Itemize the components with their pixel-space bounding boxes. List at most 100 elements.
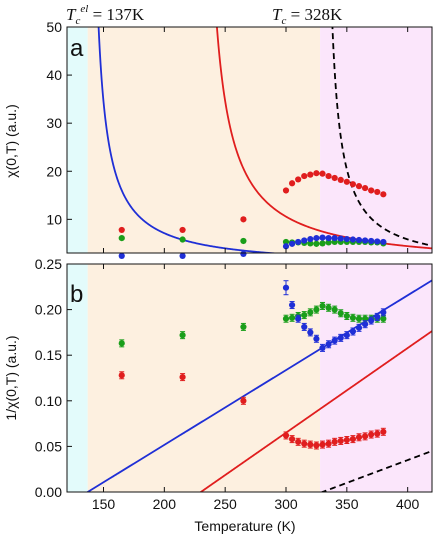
data-point <box>295 438 302 445</box>
data-point <box>374 188 381 196</box>
tc-value: = 328K <box>286 5 343 24</box>
phase-region-2 <box>320 264 432 492</box>
panel-a-x-ticks <box>103 27 409 253</box>
data-point <box>343 235 350 243</box>
data-point <box>307 329 314 336</box>
y-tick-label: 0.10 <box>35 393 62 409</box>
model-curve-2 <box>331 27 432 247</box>
model-curve-1 <box>199 330 432 492</box>
data-point <box>240 397 247 404</box>
data-point <box>368 431 375 438</box>
data-point <box>313 335 320 342</box>
data-point <box>343 436 350 444</box>
tc-el-annotation: Tcel = 137K <box>66 3 145 27</box>
data-point <box>349 181 357 188</box>
data-point <box>313 170 320 177</box>
data-point <box>118 340 125 347</box>
data-point <box>331 234 338 242</box>
data-point <box>313 442 320 449</box>
data-point <box>295 238 302 246</box>
data-point <box>331 174 338 182</box>
data-point <box>374 238 381 245</box>
data-point <box>349 328 357 335</box>
data-point <box>343 178 350 185</box>
panel-b: 0.00 0.05 0.10 0.15 0.20 0.25 150 200 250 300 350… <box>3 256 433 534</box>
tc-subscript: c <box>281 15 286 27</box>
panel-b-letter: b <box>70 281 83 308</box>
data-point <box>307 235 314 243</box>
data-point <box>349 436 357 443</box>
y-tick-label: 40 <box>46 67 62 83</box>
y-tick-label: 10 <box>46 211 62 227</box>
tc-symbol: T <box>272 5 283 24</box>
data-point <box>368 187 375 194</box>
data-point <box>313 240 320 247</box>
panel-a-curves <box>97 27 432 253</box>
data-point <box>380 238 387 246</box>
panel-b-y-ticks: 0.00 0.05 0.10 0.15 0.20 0.25 <box>35 256 72 500</box>
panel-a-regions <box>67 27 432 253</box>
panel-b-regions <box>67 264 432 492</box>
data-point <box>380 315 387 322</box>
data-point <box>295 315 302 322</box>
data-point <box>240 250 247 258</box>
data-point <box>325 440 332 447</box>
data-point <box>374 430 381 437</box>
data-point <box>325 172 332 180</box>
y-tick-label: 20 <box>46 163 62 179</box>
panel-a-y-axis-label: χ(0,T) (a.u.) <box>3 104 19 177</box>
data-point <box>319 302 326 310</box>
x-tick-label: 150 <box>92 496 116 512</box>
data-point <box>288 180 296 187</box>
y-tick-label: 0.05 <box>35 438 62 454</box>
data-point <box>307 309 314 316</box>
data-point <box>355 434 363 441</box>
data-point <box>313 234 320 242</box>
data-point <box>343 332 350 339</box>
phase-region-0 <box>67 264 88 492</box>
data-point <box>368 317 375 324</box>
data-point <box>313 306 320 313</box>
data-point <box>337 334 344 341</box>
x-tick-label: 250 <box>213 496 237 512</box>
data-point <box>179 236 186 243</box>
data-point <box>325 341 332 348</box>
x-tick-label: 200 <box>153 496 177 512</box>
data-point <box>319 344 326 352</box>
data-point <box>349 236 357 243</box>
data-point <box>282 432 290 439</box>
data-point <box>343 312 350 320</box>
data-point <box>288 240 296 247</box>
data-point <box>288 314 296 321</box>
data-point <box>288 301 296 309</box>
data-point <box>282 315 290 322</box>
data-point <box>118 252 125 259</box>
data-point <box>307 171 314 178</box>
data-point <box>301 237 308 244</box>
data-point <box>355 236 363 244</box>
y-tick-label: 0.20 <box>35 302 62 318</box>
x-tick-label: 350 <box>335 496 359 512</box>
phase-region-1 <box>87 264 321 492</box>
data-point <box>361 237 369 244</box>
phase-region-2 <box>320 27 432 253</box>
tc-el-symbol: T <box>66 5 77 24</box>
data-point <box>179 252 186 259</box>
panel-b-points <box>118 280 387 450</box>
data-point <box>288 436 296 443</box>
panel-a-points <box>118 170 387 259</box>
data-point <box>179 373 186 381</box>
data-point <box>361 433 369 440</box>
panel-a-letter: a <box>70 35 84 62</box>
data-point <box>374 313 381 320</box>
tc-el-value: = 137K <box>88 5 145 24</box>
data-point <box>301 172 308 180</box>
data-point <box>331 337 338 344</box>
data-point <box>355 324 363 331</box>
x-tick-label: 300 <box>274 496 298 512</box>
data-point <box>301 440 308 447</box>
data-point <box>361 184 369 192</box>
data-point <box>118 372 125 379</box>
panel-a-frame <box>66 26 433 254</box>
